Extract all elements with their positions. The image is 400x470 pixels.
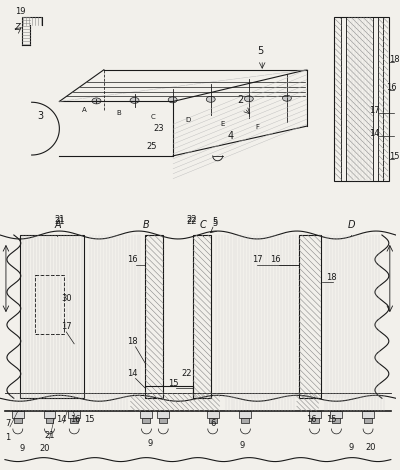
Bar [14, 418, 22, 423]
Bar [193, 235, 211, 398]
Text: F: F [255, 124, 259, 130]
Text: 15: 15 [84, 415, 94, 424]
Text: 5: 5 [213, 219, 218, 228]
Text: 16: 16 [386, 83, 396, 92]
Text: 4: 4 [228, 131, 234, 141]
Text: 18: 18 [127, 337, 137, 346]
Text: D: D [185, 117, 191, 123]
Bar [330, 411, 342, 418]
Bar [240, 411, 251, 418]
Text: 14: 14 [56, 415, 66, 424]
Text: D: D [348, 220, 355, 230]
Text: 6: 6 [210, 419, 216, 428]
Text: 23: 23 [153, 124, 164, 133]
Text: C: C [200, 220, 206, 230]
Bar [299, 235, 320, 398]
Bar [159, 418, 167, 423]
Ellipse shape [168, 97, 177, 103]
Ellipse shape [282, 95, 291, 101]
Bar [46, 418, 54, 423]
Bar [146, 235, 163, 398]
Bar [362, 411, 374, 418]
Text: C: C [151, 114, 156, 120]
Bar [140, 411, 152, 418]
Bar [364, 418, 372, 423]
Text: 19: 19 [15, 8, 25, 16]
Text: 20: 20 [39, 444, 50, 453]
Text: 15: 15 [326, 415, 337, 424]
Text: 16: 16 [127, 255, 137, 264]
Text: 9: 9 [349, 443, 354, 452]
Text: 17: 17 [369, 106, 380, 115]
Bar [332, 418, 340, 423]
Text: 14: 14 [369, 129, 380, 138]
Bar [334, 17, 389, 180]
Text: 9: 9 [240, 441, 245, 450]
Bar [35, 274, 64, 334]
Text: Z: Z [14, 23, 20, 32]
Text: 9: 9 [148, 439, 153, 448]
Text: E: E [220, 121, 225, 127]
Text: 17: 17 [61, 322, 72, 331]
Text: B: B [116, 110, 121, 116]
Text: A: A [82, 107, 86, 113]
Text: 21: 21 [54, 215, 65, 224]
Bar [20, 235, 84, 398]
Text: 2: 2 [238, 95, 244, 105]
Bar [44, 411, 56, 418]
Text: 5: 5 [213, 217, 218, 226]
Text: 17: 17 [252, 255, 263, 264]
Bar [209, 418, 217, 423]
Text: 15: 15 [168, 379, 179, 388]
Bar [311, 418, 318, 423]
Bar [157, 411, 169, 418]
Text: 25: 25 [146, 142, 157, 151]
Text: 18: 18 [326, 273, 337, 282]
Bar [309, 411, 320, 418]
Bar [207, 411, 219, 418]
Ellipse shape [130, 97, 139, 103]
Text: 3: 3 [38, 111, 44, 121]
Text: 7: 7 [5, 419, 11, 428]
Text: 16: 16 [270, 255, 281, 264]
Bar [12, 411, 24, 418]
Ellipse shape [92, 98, 101, 104]
Bar [242, 418, 249, 423]
Text: 1: 1 [5, 433, 10, 442]
Text: 20: 20 [366, 443, 376, 452]
Text: 15: 15 [389, 152, 399, 161]
Bar [70, 418, 78, 423]
Text: 21: 21 [54, 217, 65, 226]
Text: 9: 9 [19, 444, 24, 453]
Text: 16: 16 [306, 415, 317, 424]
Text: 30: 30 [61, 294, 72, 303]
Text: 22: 22 [186, 215, 196, 224]
Text: 22: 22 [181, 369, 192, 378]
Text: 18: 18 [389, 55, 400, 64]
Ellipse shape [206, 96, 215, 102]
Text: 5: 5 [257, 46, 264, 56]
Bar [68, 411, 80, 418]
Text: 14: 14 [127, 369, 137, 378]
Text: B: B [143, 220, 150, 230]
Ellipse shape [244, 96, 253, 102]
Text: 21: 21 [44, 431, 55, 440]
Text: 22: 22 [186, 217, 196, 226]
Text: 16: 16 [70, 415, 80, 424]
Bar [142, 418, 150, 423]
Text: A: A [54, 220, 61, 230]
